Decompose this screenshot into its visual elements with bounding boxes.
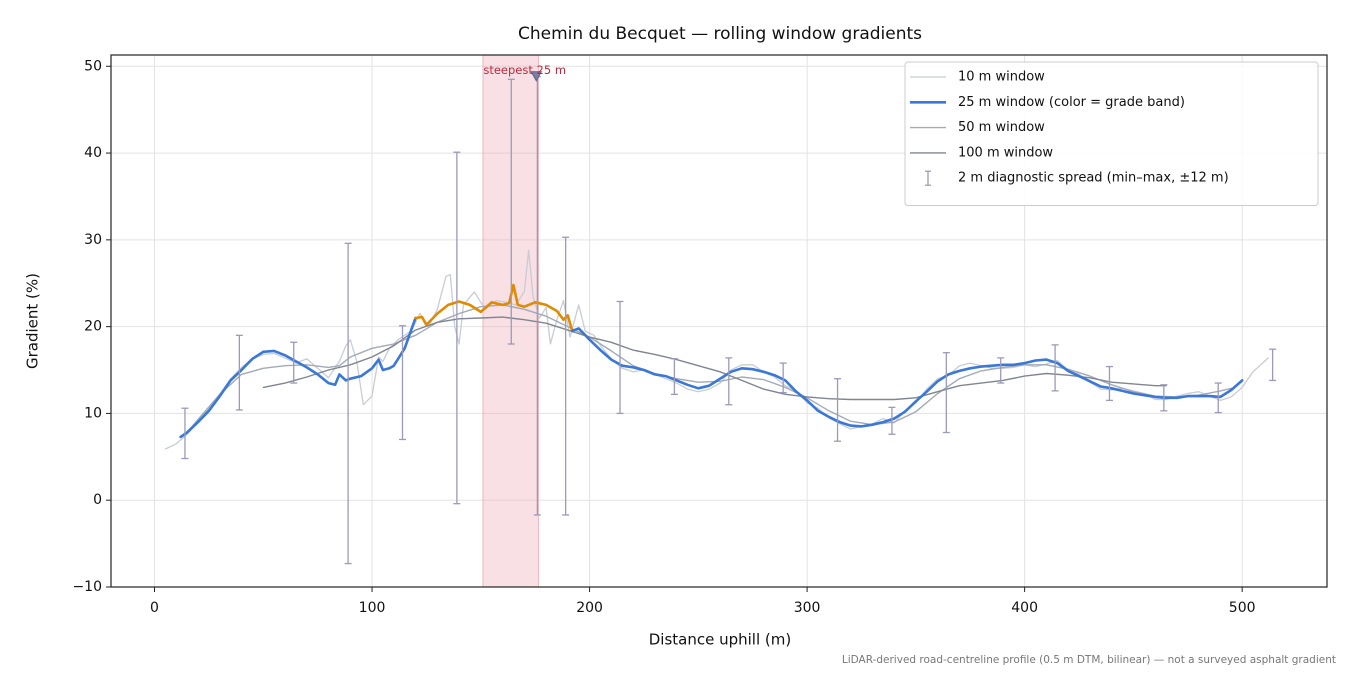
legend-label: 10 m window <box>958 70 1045 85</box>
legend-label: 100 m window <box>958 145 1053 160</box>
x-tick-label: 100 <box>359 600 386 616</box>
series-line <box>570 327 1244 428</box>
legend-label: 25 m window (color = grade band) <box>958 95 1185 110</box>
plot-overlay: steepest 25 m <box>181 63 1277 565</box>
footnote: LiDAR-derived road-centreline profile (0… <box>842 654 1336 666</box>
plot-lines <box>164 249 1269 450</box>
legend: 10 m window 25 m window (color = grade ba… <box>904 61 1319 206</box>
y-tick-label: 20 <box>84 319 102 335</box>
series-line <box>184 304 1232 436</box>
y-tick-label: 10 <box>84 405 102 421</box>
x-tick-label: 400 <box>1011 600 1038 616</box>
series-line <box>414 283 574 333</box>
y-tick-label: 30 <box>84 232 102 248</box>
x-tick-label: 0 <box>150 600 159 616</box>
legend-label: 50 m window <box>958 120 1045 135</box>
steepest-marker <box>530 71 543 82</box>
y-tick-label: 40 <box>84 145 102 161</box>
series-line <box>262 316 1167 401</box>
y-tick-label: −10 <box>72 579 102 595</box>
plot-frame <box>110 54 1328 588</box>
y-tick-label: 50 <box>84 58 102 74</box>
series-line <box>179 316 417 439</box>
x-tick-label: 300 <box>794 600 821 616</box>
highlight-label: steepest 25 m <box>483 63 566 77</box>
chart-title: Chemin du Becquet — rolling window gradi… <box>518 24 922 44</box>
x-axis-label: Distance uphill (m) <box>649 631 791 649</box>
x-tick-label: 500 <box>1229 600 1256 616</box>
legend-box <box>904 61 1319 206</box>
y-axis-label: Gradient (%) <box>24 273 42 369</box>
y-tick-label: 0 <box>93 492 102 508</box>
legend-label: 2 m diagnostic spread (min–max, ±12 m) <box>958 171 1229 186</box>
x-tick-label: 200 <box>576 600 603 616</box>
